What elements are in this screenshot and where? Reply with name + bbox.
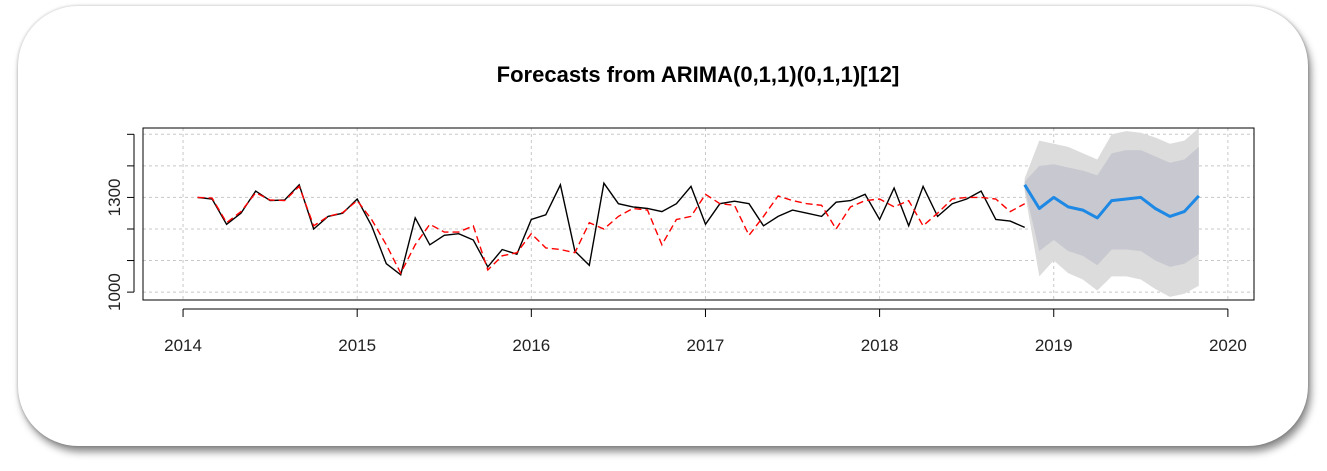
forecast-series-line [1023,184,1200,220]
x-tick-label: 2020 [1209,336,1247,355]
x-tick-label: 2016 [512,336,550,355]
prediction-intervals [1024,128,1199,297]
x-tick-label: 2015 [338,336,376,355]
x-tick-label: 2017 [687,336,725,355]
x-tick-label: 2019 [1035,336,1073,355]
data-series [197,181,1200,277]
chart-title: Forecasts from ARIMA(0,1,1)(0,1,1)[12] [497,62,900,87]
y-tick-label: 1000 [105,273,124,311]
plot-frame [142,127,1255,301]
x-tick-label: 2018 [861,336,899,355]
x-tick-label: 2014 [164,336,202,355]
y-tick-label: 1300 [105,179,124,217]
interval-80-band [1024,146,1199,267]
fitted-series-line [197,185,1026,275]
axes: 2014 2015 2016 2017 2018 2019 2020 1000 1300 [105,133,1247,355]
